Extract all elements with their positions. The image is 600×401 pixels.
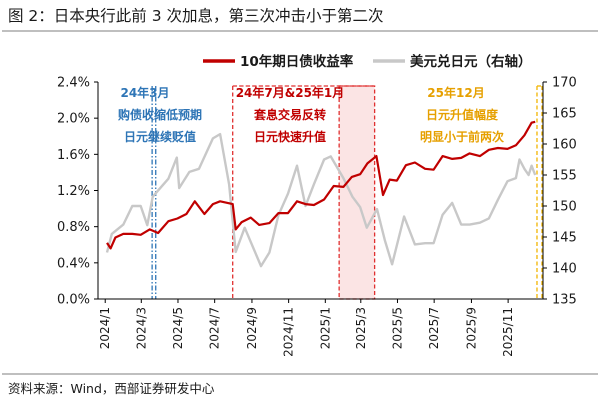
annotation-red-line-3: 日元快速升值	[254, 129, 326, 144]
x-axis-ticks: 2024/1 2024/3 2024/5 2024/7 2024/9 2024/11 202…	[98, 299, 515, 357]
series-line-usdjpy	[105, 132, 537, 268]
annotation-blue-line-3: 日元继续贬值	[124, 129, 196, 144]
left-tick-label: 1.2%	[57, 184, 90, 199]
source-note: 资料来源：Wind，西部证券研发中心	[8, 381, 215, 396]
event-markers	[151, 85, 543, 300]
right-tick-label: 135	[552, 293, 577, 308]
x-tick-label: 2025/7	[427, 307, 441, 349]
annotation-gold-line-3: 明显小于前两次	[420, 129, 504, 144]
x-tick-label: 2024/11	[282, 307, 296, 357]
figure-title: 图 2：日本央行此前 3 次加息，第三次冲击小于第二次	[8, 7, 384, 25]
left-tick-label: 2.0%	[57, 112, 90, 127]
x-tick-label: 2024/3	[134, 307, 148, 349]
annotation-march-2024: 24年3月 购债收缩低预期 日元继续贬值	[118, 85, 202, 144]
right-tick-label: 165	[552, 107, 577, 122]
legend-label-jgb: 10年期日债收益率	[240, 53, 354, 70]
annotation-dec-2025: 25年12月 日元升值幅度 明显小于前两次	[420, 85, 504, 144]
legend-label-usdjpy: 美元兑日元（右轴）	[410, 53, 532, 70]
x-tick-label: 2025/3	[354, 307, 368, 349]
annotation-red-line-2: 套息交易反转	[253, 107, 326, 122]
left-tick-label: 0.0%	[57, 293, 90, 308]
annotation-carry-trade: 24年7月&25年1月 套息交易反转 日元快速升值	[236, 85, 345, 144]
x-tick-label: 2025/9	[464, 307, 478, 349]
right-tick-label: 170	[552, 76, 577, 91]
right-axis-ticks: 135 140 145 150 155 160 165 170	[543, 76, 577, 308]
left-tick-label: 0.8%	[57, 220, 90, 235]
event-band	[339, 86, 375, 299]
right-tick-label: 150	[552, 200, 577, 215]
left-tick-label: 2.4%	[57, 76, 90, 91]
annotation-red-line-1: 24年7月&25年1月	[236, 85, 345, 100]
left-tick-label: 1.6%	[57, 148, 90, 163]
annotation-gold-line-2: 日元升值幅度	[426, 107, 499, 122]
series-line-jgb-yield	[106, 120, 536, 250]
x-tick-label: 2024/9	[245, 307, 259, 349]
series-lines	[105, 120, 537, 268]
annotation-blue-line-1: 24年3月	[120, 85, 169, 100]
left-tick-label: 0.4%	[57, 256, 90, 271]
x-tick-label: 2024/7	[208, 307, 222, 349]
x-tick-label: 2025/11	[501, 307, 515, 357]
right-tick-label: 140	[552, 262, 577, 277]
legend: 10年期日债收益率 美元兑日元（右轴）	[203, 53, 532, 70]
right-tick-label: 160	[552, 138, 577, 153]
x-tick-label: 2025/5	[390, 307, 404, 349]
annotation-gold-line-1: 25年12月	[427, 85, 484, 100]
left-axis-ticks: 0.0% 0.4% 0.8% 1.2% 1.6% 2.0% 2.4%	[57, 76, 98, 308]
right-tick-label: 155	[552, 169, 577, 184]
right-tick-label: 145	[552, 231, 577, 246]
x-tick-label: 2024/5	[171, 307, 185, 349]
x-tick-label: 2025/1	[318, 307, 332, 349]
event-band-outline	[338, 85, 376, 300]
annotation-blue-line-2: 购债收缩低预期	[118, 107, 202, 122]
x-tick-label: 2024/1	[98, 307, 112, 349]
